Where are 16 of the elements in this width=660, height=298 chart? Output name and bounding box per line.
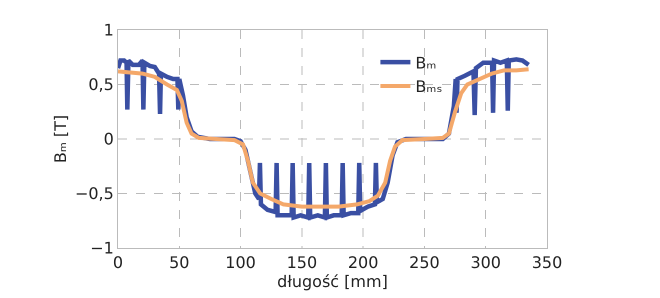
x-tick-label: 200 [348,253,378,272]
x-tick-label: 300 [470,253,501,272]
x-tick-label: 250 [409,253,440,272]
y-tick-label: 0 [104,130,114,149]
y-axis-title: Bₘ [T] [50,114,70,164]
legend-label: Bₘₛ [415,77,442,96]
x-tick-label: 100 [225,253,256,272]
x-tick-label: 150 [286,253,318,272]
x-tick-label: 350 [532,253,562,272]
y-tick-label: −1 [90,238,114,258]
y-tick-label: 1 [104,20,114,40]
y-tick-label: −0,5 [74,184,114,204]
x-tick-label: 50 [169,253,190,272]
y-tick-label: 0,5 [88,75,114,94]
legend-label: Bₘ [415,53,436,72]
x-axis-title: długość [mm] [277,272,388,292]
